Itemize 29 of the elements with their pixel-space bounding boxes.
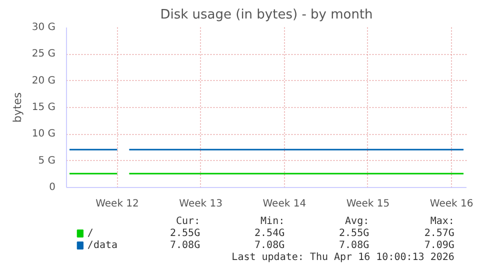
legend-label: /: [87, 228, 94, 239]
text: Last update: Thu Apr 16 10:00:13 2026: [232, 252, 454, 263]
x-tick-label: Week 14: [262, 198, 306, 210]
text: 7.08G: [254, 240, 285, 251]
text: Max:: [430, 216, 454, 227]
y-tick-label: 25 G: [32, 48, 56, 60]
x-tick-label: Week 15: [346, 198, 390, 210]
y-axis-title: bytes: [10, 92, 24, 123]
y-tick-label: 5 G: [38, 155, 56, 166]
text: 2.55G: [339, 228, 370, 239]
text: Avg:: [345, 216, 370, 227]
y-tick-label: 20 G: [32, 75, 56, 86]
text: 7.09G: [424, 240, 454, 251]
text: 2.57G: [424, 228, 454, 239]
x-tick-label: Week 16: [430, 198, 474, 210]
y-tick-label: 15 G: [32, 102, 56, 113]
x-tick-label: Week 13: [179, 198, 222, 210]
text: Cur:: [176, 216, 200, 227]
text: 7.08G: [339, 240, 370, 251]
y-tick-label: 0: [49, 182, 56, 193]
text: 2.54G: [254, 228, 285, 239]
y-tick-label: 10 G: [32, 128, 56, 140]
chart-title: Disk usage (in bytes) - by month: [160, 8, 373, 22]
x-tick-label: Week 12: [96, 198, 139, 210]
text: Min:: [260, 216, 285, 227]
text: 7.08G: [170, 240, 200, 251]
text: 2.55G: [170, 228, 200, 239]
y-tick-label: 30 G: [32, 22, 56, 33]
legend-label: /data: [87, 240, 118, 251]
